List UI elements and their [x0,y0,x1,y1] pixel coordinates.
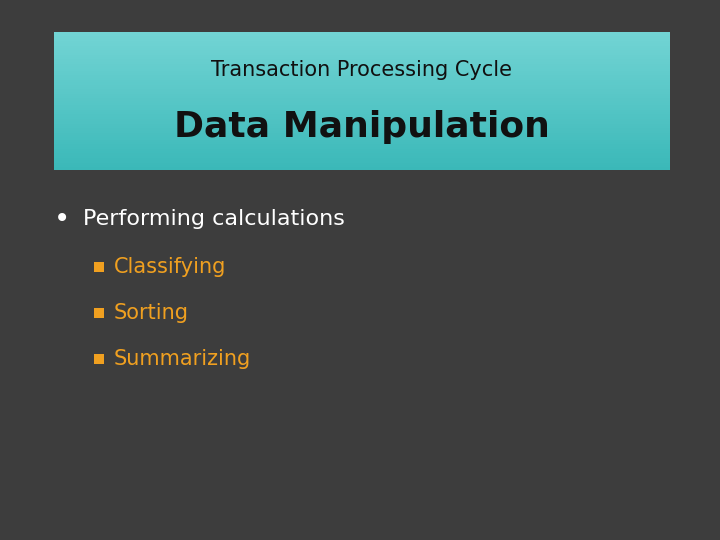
Bar [54,41,670,44]
Bar [94,354,104,364]
Bar [54,140,670,143]
Bar [54,129,670,131]
Bar [54,103,670,106]
Bar [54,131,670,133]
Text: Classifying: Classifying [114,257,226,278]
Bar [54,69,670,71]
Bar [54,71,670,73]
Bar [54,163,670,165]
Bar [54,52,670,55]
Bar [54,43,670,46]
Bar [54,146,670,150]
Bar [54,112,670,115]
Bar [54,64,670,67]
Bar [54,39,670,42]
Text: Performing calculations: Performing calculations [83,208,345,229]
Bar [54,89,670,92]
Bar [54,149,670,152]
Text: •: • [54,205,71,233]
Bar [54,76,670,78]
Bar [54,167,670,170]
Bar [54,119,670,122]
Text: Transaction Processing Cycle: Transaction Processing Cycle [211,59,513,79]
Bar [54,100,670,104]
Bar [54,87,670,90]
Text: Data Manipulation: Data Manipulation [174,110,550,144]
Bar [54,135,670,138]
Bar [54,114,670,117]
Bar [54,122,670,124]
Bar [54,32,670,35]
Text: Summarizing: Summarizing [114,349,251,369]
Bar [54,151,670,154]
Bar [54,57,670,60]
Bar [94,308,104,318]
Bar [54,36,670,39]
Bar [54,82,670,85]
Bar [54,153,670,157]
Bar [54,142,670,145]
Bar [54,45,670,49]
Bar [54,98,670,102]
Bar [54,158,670,161]
Bar [54,34,670,37]
Bar [54,94,670,97]
Bar [54,165,670,168]
Bar [54,62,670,64]
Bar [54,126,670,129]
Text: Sorting: Sorting [114,303,189,323]
Bar [54,156,670,159]
Bar [54,110,670,113]
Bar [54,80,670,83]
Bar [54,59,670,62]
Bar [54,137,670,140]
Bar [54,96,670,99]
Bar [54,107,670,110]
Bar [54,55,670,58]
Bar [54,73,670,76]
Bar [54,105,670,108]
Bar [54,48,670,51]
Bar [54,124,670,126]
Bar [54,85,670,87]
Bar [54,50,670,53]
Bar [54,91,670,94]
Bar [54,160,670,163]
Bar [54,78,670,80]
Bar [54,117,670,119]
Bar [54,144,670,147]
Bar [94,262,104,272]
Bar [54,66,670,69]
Bar [54,133,670,136]
